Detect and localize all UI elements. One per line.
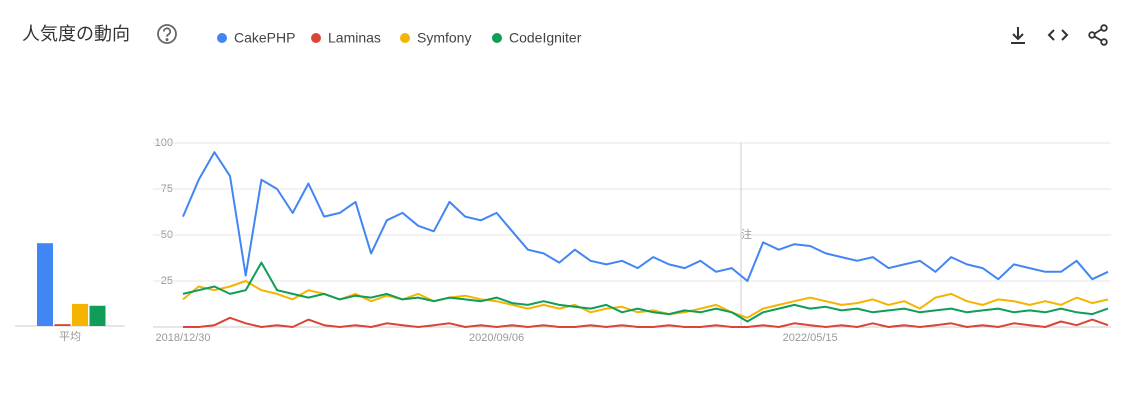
x-tick-label: 2022/05/15 [783,332,838,344]
legend-label[interactable]: Laminas [328,30,381,46]
x-tick-label: 2020/09/06 [469,332,524,344]
legend-label[interactable]: CodeIgniter [509,30,582,46]
x-tick-label: 2018/12/30 [155,332,210,344]
download-icon[interactable] [1011,27,1025,44]
avg-label: 平均 [59,330,81,343]
widget-title: 人気度の動向 [22,24,130,44]
legend-label[interactable]: Symfony [417,30,471,46]
embed-icon[interactable] [1047,29,1069,41]
note-marker[interactable]: 注 [741,227,752,241]
avg-bar [54,324,71,326]
series-line [182,151,1109,282]
share-icon[interactable] [1088,24,1108,46]
avg-bar [72,303,88,326]
avg-bar [37,243,53,326]
legend-label[interactable]: CakePHP [234,30,295,46]
legend-swatch [492,33,502,43]
legend-swatch [311,33,321,43]
legend-swatch [400,33,410,43]
legend-swatch [217,33,227,43]
series-line [182,261,1109,323]
avg-bar [89,305,106,326]
help-icon[interactable] [157,24,177,44]
series-line [183,316,1109,328]
